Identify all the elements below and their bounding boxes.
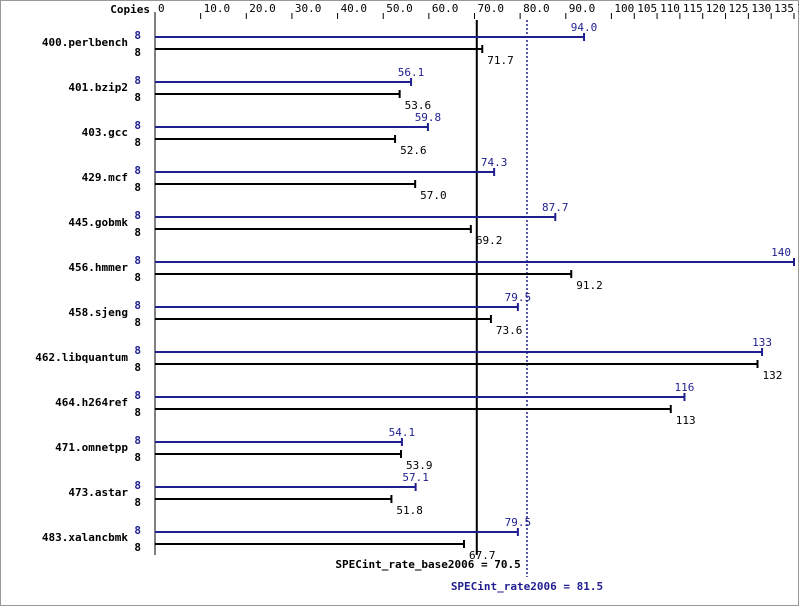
value-label: 56.1 (398, 66, 425, 79)
copies-label: 8 (134, 344, 141, 357)
x-tick-label: 90.0 (569, 2, 596, 15)
value-label: 54.1 (389, 426, 416, 439)
value-label: 53.9 (406, 459, 433, 472)
value-label: 132 (762, 369, 782, 382)
x-tick-label: 120 (706, 2, 726, 15)
value-label: 52.6 (400, 144, 427, 157)
value-label: 87.7 (542, 201, 569, 214)
value-label: 67.7 (469, 549, 496, 562)
copies-label: 8 (134, 181, 141, 194)
x-tick-label: 70.0 (478, 2, 505, 15)
value-label: 140 (771, 246, 791, 259)
value-label: 133 (752, 336, 772, 349)
category-label: 464.h264ref (55, 396, 128, 409)
copies-label: 8 (134, 226, 141, 239)
copies-label: 8 (134, 479, 141, 492)
x-tick-label: 30.0 (295, 2, 322, 15)
value-label: 116 (675, 381, 695, 394)
copies-label: 8 (134, 389, 141, 402)
value-label: 51.8 (396, 504, 423, 517)
copies-label: 8 (134, 29, 141, 42)
copies-label: 8 (134, 316, 141, 329)
x-tick-label: 10.0 (204, 2, 231, 15)
copies-label: 8 (134, 361, 141, 374)
value-label: 57.1 (402, 471, 429, 484)
x-tick-label: 20.0 (249, 2, 275, 15)
x-tick-label: 135 (774, 2, 794, 15)
copies-label: 8 (134, 451, 141, 464)
x-tick-label: 60.0 (432, 2, 459, 15)
copies-label: 8 (134, 496, 141, 509)
copies-label: 8 (134, 91, 141, 104)
value-label: 69.2 (476, 234, 503, 247)
reference-label: SPECint_rate_base2006 = 70.5 (335, 558, 520, 571)
copies-label: 8 (134, 136, 141, 149)
copies-label: 8 (134, 524, 141, 537)
value-label: 91.2 (576, 279, 603, 292)
reference-label: SPECint_rate2006 = 81.5 (451, 580, 603, 593)
value-label: 74.3 (481, 156, 508, 169)
x-tick-label: 0 (158, 2, 165, 15)
value-label: 79.5 (505, 516, 532, 529)
category-label: 456.hmmer (68, 261, 128, 274)
category-label: 483.xalancbmk (42, 531, 128, 544)
value-label: 59.8 (415, 111, 442, 124)
copies-label: 8 (134, 434, 141, 447)
copies-label: 8 (134, 209, 141, 222)
value-label: 113 (676, 414, 696, 427)
x-tick-label: 110 (660, 2, 680, 15)
category-label: 429.mcf (82, 171, 128, 184)
copies-label: 8 (134, 254, 141, 267)
x-tick-label: 100 (614, 2, 634, 15)
copies-label: 8 (134, 406, 141, 419)
copies-label: 8 (134, 164, 141, 177)
category-label: 400.perlbench (42, 36, 128, 49)
x-tick-label: 140 (797, 2, 799, 15)
value-label: 57.0 (420, 189, 447, 202)
category-label: 462.libquantum (35, 351, 128, 364)
category-label: 471.omnetpp (55, 441, 128, 454)
category-label: 403.gcc (82, 126, 128, 139)
x-tick-label: 125 (729, 2, 749, 15)
value-label: 53.6 (405, 99, 432, 112)
copies-label: 8 (134, 299, 141, 312)
copies-label: 8 (134, 271, 141, 284)
x-tick-label: 130 (751, 2, 771, 15)
category-label: 401.bzip2 (68, 81, 128, 94)
copies-label: 8 (134, 46, 141, 59)
category-label: 473.astar (68, 486, 128, 499)
x-tick-label: 50.0 (386, 2, 413, 15)
value-label: 94.0 (571, 21, 598, 34)
copies-label: 8 (134, 74, 141, 87)
copies-label: 8 (134, 119, 141, 132)
x-tick-label: 115 (683, 2, 703, 15)
axis-label: Copies (110, 3, 150, 16)
value-label: 79.5 (505, 291, 532, 304)
category-label: 458.sjeng (68, 306, 128, 319)
value-label: 71.7 (487, 54, 514, 67)
copies-label: 8 (134, 541, 141, 554)
category-label: 445.gobmk (68, 216, 128, 229)
x-tick-label: 80.0 (523, 2, 550, 15)
x-tick-label: 40.0 (341, 2, 368, 15)
value-label: 73.6 (496, 324, 522, 337)
x-tick-label: 105 (637, 2, 657, 15)
